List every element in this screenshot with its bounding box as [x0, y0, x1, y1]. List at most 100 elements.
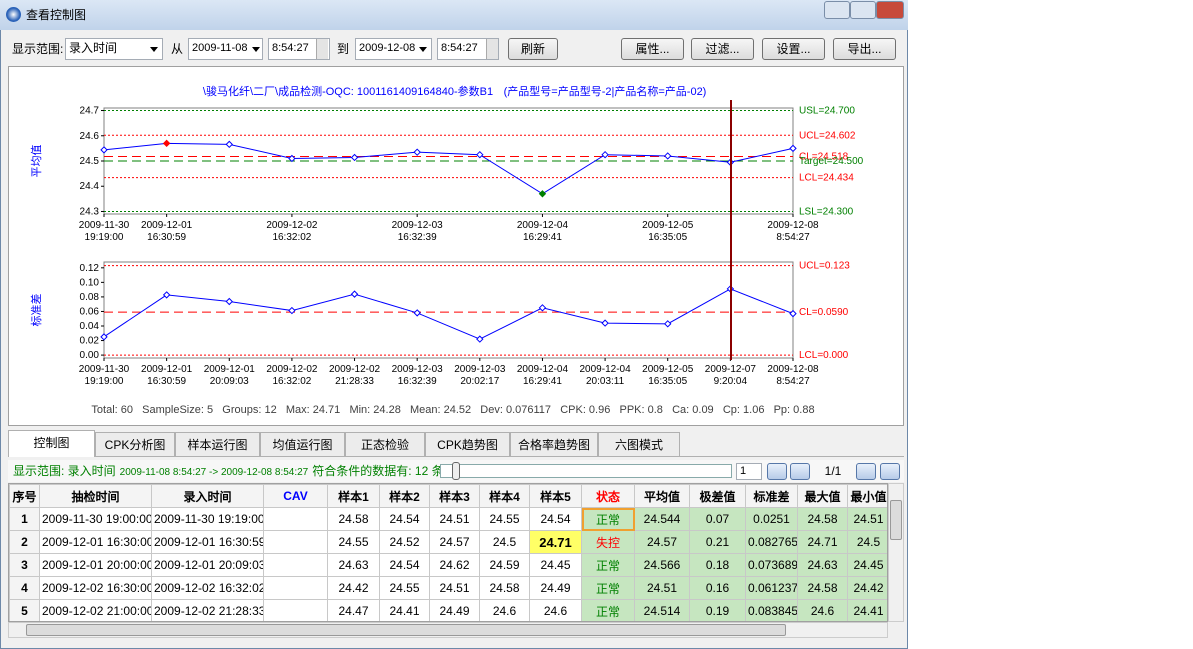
table-cell[interactable] [263, 507, 328, 531]
to-date[interactable]: 2009-12-08 [355, 38, 432, 60]
table-cell[interactable]: 24.52 [379, 530, 430, 554]
table-cell[interactable]: 0.0251 [745, 507, 798, 531]
table-cell[interactable]: 正常 [581, 553, 635, 577]
table-cell[interactable]: 2009-12-02 21:00:00 [39, 599, 152, 621]
minimize-button[interactable] [824, 1, 850, 19]
table-cell[interactable]: 0.061237 [745, 576, 798, 600]
table-cell[interactable]: 24.54 [379, 553, 430, 577]
table-cell[interactable]: 24.51 [429, 507, 480, 531]
tab[interactable]: 样本运行图 [175, 432, 260, 456]
table-cell[interactable]: 2009-12-02 21:28:33 [151, 599, 264, 621]
table-cell[interactable]: 24.49 [529, 576, 582, 600]
table-cell[interactable]: 0.16 [689, 576, 746, 600]
table-cell[interactable]: 24.71 [797, 530, 848, 554]
table-cell[interactable]: 24.63 [327, 553, 380, 577]
table-cell[interactable]: 0.073689 [745, 553, 798, 577]
table-cell[interactable]: 24.51 [429, 576, 480, 600]
maximize-button[interactable] [850, 1, 876, 19]
table-row[interactable]: 2 2009-12-01 16:30:00 2009-12-01 16:30:59 2… [9, 530, 887, 554]
close-button[interactable] [876, 1, 904, 19]
table-cell[interactable]: 24.55 [379, 576, 430, 600]
page-nav-button[interactable] [856, 463, 876, 480]
table-cell[interactable]: 0.07 [689, 507, 746, 531]
table-row[interactable]: 4 2009-12-02 16:30:00 2009-12-02 16:32:02 2… [9, 576, 887, 600]
table-cell[interactable]: 24.59 [479, 553, 530, 577]
table-cell[interactable]: 24.63 [797, 553, 848, 577]
toolbar-button[interactable]: 过滤... [691, 38, 754, 60]
table-cell[interactable]: 24.45 [529, 553, 582, 577]
table-cell[interactable]: 24.58 [327, 507, 380, 531]
table-cell[interactable]: 正常 [581, 599, 635, 621]
table-cell[interactable]: 24.544 [634, 507, 690, 531]
table-cell[interactable]: 24.6 [529, 599, 582, 621]
scroll-thumb[interactable] [890, 500, 902, 540]
from-time[interactable]: 8:54:27 [268, 38, 330, 60]
table-cell[interactable]: 24.5 [479, 530, 530, 554]
table-cell[interactable]: 0.19 [689, 599, 746, 621]
table-cell[interactable]: 2009-11-30 19:00:00 [39, 507, 152, 531]
table-cell[interactable]: 5 [9, 599, 40, 621]
table-cell[interactable]: 24.55 [479, 507, 530, 531]
table-cell[interactable]: 2009-12-01 16:30:59 [151, 530, 264, 554]
table-cell[interactable]: 2009-12-02 16:32:02 [151, 576, 264, 600]
toolbar-button[interactable]: 设置... [762, 38, 825, 60]
table-cell[interactable]: 0.21 [689, 530, 746, 554]
table-cell[interactable]: 24.55 [327, 530, 380, 554]
table-row[interactable]: 1 2009-11-30 19:00:00 2009-11-30 19:19:00 2… [9, 507, 887, 531]
table-cell[interactable]: 2009-12-01 20:00:00 [39, 553, 152, 577]
table-cell[interactable]: 24.58 [797, 576, 848, 600]
table-cell[interactable]: 24.58 [479, 576, 530, 600]
table-cell[interactable]: 0.082765 [745, 530, 798, 554]
table-cell[interactable]: 24.54 [529, 507, 582, 531]
table-cell[interactable]: 24.41 [847, 599, 887, 621]
tab[interactable]: 正态检验 [345, 432, 425, 456]
table-row[interactable]: 5 2009-12-02 21:00:00 2009-12-02 21:28:33 2… [9, 599, 887, 621]
table-cell[interactable]: 正常 [581, 507, 635, 531]
table-cell[interactable]: 3 [9, 553, 40, 577]
table-cell[interactable]: 24.566 [634, 553, 690, 577]
table-cell[interactable]: 24.6 [479, 599, 530, 621]
tab[interactable]: CPK趋势图 [425, 432, 510, 456]
tab[interactable]: 均值运行图 [260, 432, 345, 456]
table-cell[interactable] [263, 530, 328, 554]
table-cell[interactable]: 24.42 [327, 576, 380, 600]
table-cell[interactable]: 24.51 [634, 576, 690, 600]
table-cell[interactable]: 24.58 [797, 507, 848, 531]
toolbar-button[interactable]: 导出... [833, 38, 896, 60]
table-cell[interactable]: 2009-12-02 16:30:00 [39, 576, 152, 600]
table-cell[interactable]: 0.18 [689, 553, 746, 577]
from-date[interactable]: 2009-11-08 [188, 38, 263, 60]
tab[interactable]: CPK分析图 [95, 432, 175, 456]
tab[interactable]: 合格率趋势图 [510, 432, 598, 456]
table-cell[interactable]: 正常 [581, 576, 635, 600]
table-cell[interactable]: 24.62 [429, 553, 480, 577]
table-cell[interactable]: 24.42 [847, 576, 887, 600]
toolbar-button[interactable]: 属性... [621, 38, 684, 60]
table-row[interactable]: 3 2009-12-01 20:00:00 2009-12-01 20:09:03 2… [9, 553, 887, 577]
table-cell[interactable] [263, 553, 328, 577]
slider-thumb[interactable] [452, 462, 460, 480]
page-input[interactable]: 1 [736, 463, 762, 480]
table-cell[interactable]: 24.71 [529, 530, 582, 554]
table-cell[interactable]: 24.57 [634, 530, 690, 554]
table-cell[interactable] [263, 576, 328, 600]
scroll-thumb[interactable] [26, 624, 786, 636]
range-field-select[interactable]: 录入时间 [65, 38, 163, 60]
table-cell[interactable]: 24.57 [429, 530, 480, 554]
slider-track[interactable] [440, 464, 732, 478]
table-cell[interactable] [263, 599, 328, 621]
table-cell[interactable]: 2009-12-01 20:09:03 [151, 553, 264, 577]
page-nav-button[interactable] [880, 463, 900, 480]
table-cell[interactable]: 0.083845 [745, 599, 798, 621]
table-cell[interactable]: 24.6 [797, 599, 848, 621]
table-cell[interactable]: 1 [9, 507, 40, 531]
table-cell[interactable]: 2009-12-01 16:30:00 [39, 530, 152, 554]
tab[interactable]: 六图模式 [598, 432, 680, 456]
tab[interactable]: 控制图 [8, 430, 95, 457]
table-cell[interactable]: 4 [9, 576, 40, 600]
table-cell[interactable]: 24.45 [847, 553, 887, 577]
table-cell[interactable]: 24.5 [847, 530, 887, 554]
table-cell[interactable]: 失控 [581, 530, 635, 554]
table-cell[interactable]: 24.41 [379, 599, 430, 621]
table-cell[interactable]: 2 [9, 530, 40, 554]
